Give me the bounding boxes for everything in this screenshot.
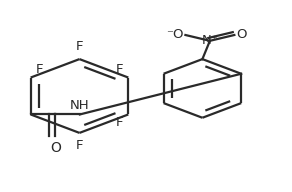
Text: F: F [36,63,43,76]
Text: F: F [76,41,83,53]
Text: O: O [237,28,247,41]
Text: O: O [50,141,61,155]
Text: F: F [76,139,83,151]
Text: NH: NH [70,99,90,112]
Text: ⁻O: ⁻O [166,28,183,41]
Text: F: F [116,63,123,76]
Text: F: F [116,116,123,129]
Text: N⁺: N⁺ [201,34,218,47]
